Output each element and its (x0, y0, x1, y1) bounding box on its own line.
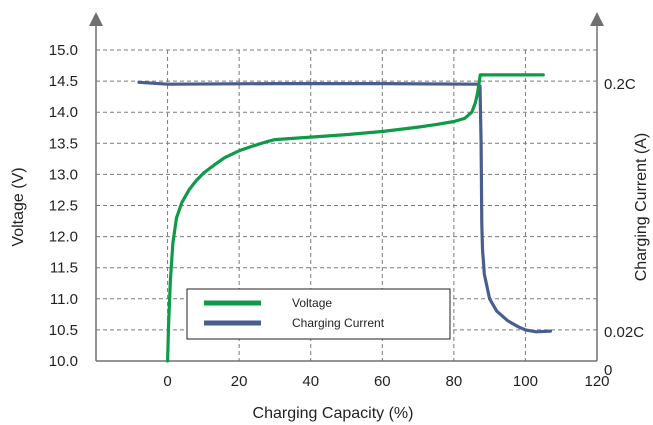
y-tick-label: 11.0 (50, 291, 78, 308)
x-tick-label: 20 (231, 373, 248, 390)
y-tick-label: 12.0 (49, 229, 78, 246)
y-tick-label: 10.0 (49, 353, 78, 370)
y-tick-label: 14.0 (49, 104, 78, 121)
x-tick-label: 120 (584, 373, 609, 390)
x-tick-label: 80 (446, 373, 463, 390)
x-tick-label: 100 (513, 373, 538, 390)
y2-axis-label: Charging Current (A) (633, 133, 650, 282)
x-tick-label: 40 (302, 373, 319, 390)
axes (89, 12, 604, 362)
y-tick-label: 15.0 (49, 42, 78, 59)
y2-tick-label: 0.02C (604, 324, 644, 341)
legend-box (186, 288, 451, 340)
x-tick-label: 60 (374, 373, 391, 390)
y-tick-label: 11.5 (50, 260, 78, 277)
y2-axis-arrow (590, 12, 604, 26)
legend: Voltage Charging Current (186, 288, 451, 340)
legend-label-voltage: Voltage (292, 296, 332, 310)
x-axis-label: Charging Capacity (%) (253, 405, 414, 422)
y-axis-arrow (89, 12, 103, 26)
y-axis-label: Voltage (V) (10, 167, 27, 246)
series-lines (137, 73, 553, 363)
y-tick-label: 14.5 (49, 73, 78, 90)
series-line-voltage (166, 73, 545, 363)
y-tick-label: 10.5 (49, 322, 78, 339)
current-tick-labels: 0.2C 0.02C 0 (604, 76, 644, 379)
y2-tick-label: 0.2C (604, 76, 636, 93)
y2-tick-label: 0 (604, 362, 612, 379)
x-tick-label: 0 (163, 373, 171, 390)
capacity-tick-labels: 0 20 40 60 80 100 120 (163, 373, 609, 390)
voltage-tick-labels: 10.0 10.5 11.0 11.5 12.0 12.5 13.0 13.5 14.0 14.5… (49, 42, 78, 370)
y-tick-label: 12.5 (49, 198, 78, 215)
series-line-charging-current (137, 80, 553, 334)
legend-label-charging-current: Charging Current (292, 316, 385, 330)
y-tick-label: 13.5 (49, 135, 78, 152)
y-tick-label: 13.0 (49, 166, 78, 183)
